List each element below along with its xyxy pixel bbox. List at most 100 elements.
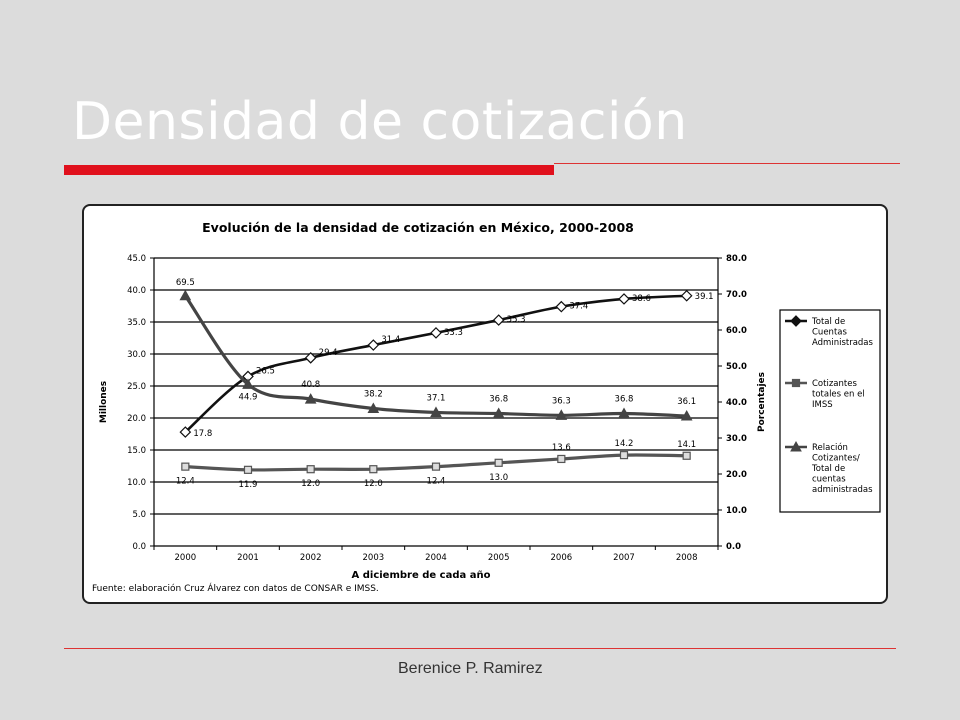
legend-label-cuentas: Cuentas bbox=[812, 328, 847, 338]
chart-source-note: Fuente: elaboración Cruz Álvarez con dat… bbox=[92, 584, 379, 594]
data-label-cuentas-2008: 39.1 bbox=[695, 292, 714, 302]
point-cotizantes-2003 bbox=[369, 465, 378, 474]
x-tick-label: 2001 bbox=[237, 553, 259, 563]
x-axis-label: A diciembre de cada año bbox=[352, 570, 491, 581]
point-relacion-2006 bbox=[555, 409, 568, 420]
x-tick-label: 2007 bbox=[613, 553, 635, 563]
legend-label-cuentas: Total de bbox=[811, 317, 845, 327]
data-label-relacion-2005: 36.8 bbox=[489, 395, 508, 405]
x-tick-label: 2000 bbox=[175, 553, 197, 563]
y2-tick-label: 80.0 bbox=[726, 254, 747, 264]
data-label-cotizantes-2005: 13.0 bbox=[489, 473, 508, 483]
legend-label-relacion: Cotizantes/ bbox=[812, 454, 860, 464]
data-label-cotizantes-2002: 12.0 bbox=[301, 479, 320, 489]
x-tick-label: 2006 bbox=[551, 553, 573, 563]
data-label-cuentas-2001: 26.5 bbox=[256, 366, 275, 376]
x-tick-label: 2003 bbox=[363, 553, 385, 563]
legend-label-cotizantes: totales en el bbox=[812, 390, 865, 400]
chart-card: Evolución de la densidad de cotización e… bbox=[82, 204, 888, 604]
data-label-cotizantes-2008: 14.1 bbox=[677, 440, 696, 450]
y-tick-label: 45.0 bbox=[127, 254, 146, 264]
data-label-relacion-2002: 40.8 bbox=[301, 380, 320, 390]
x-tick-label: 2005 bbox=[488, 553, 510, 563]
legend-label-relacion: cuentas bbox=[812, 475, 846, 485]
legend-label-relacion: Total de bbox=[811, 464, 845, 474]
data-label-cuentas-2006: 37.4 bbox=[569, 302, 588, 312]
data-label-cotizantes-2001: 11.9 bbox=[239, 480, 258, 490]
point-relacion-2003 bbox=[367, 402, 380, 413]
point-relacion-2001 bbox=[242, 378, 254, 389]
y2-tick-label: 40.0 bbox=[726, 398, 747, 408]
point-relacion-2005 bbox=[492, 407, 505, 419]
data-label-cuentas-2002: 29.4 bbox=[319, 348, 338, 358]
point-cuentas-2006 bbox=[555, 300, 568, 313]
x-tick-label: 2004 bbox=[425, 553, 447, 563]
point-cuentas-2007 bbox=[618, 293, 630, 305]
point-cotizantes-2000 bbox=[181, 462, 190, 471]
data-label-relacion-2003: 38.2 bbox=[364, 389, 383, 399]
y-tick-label: 20.0 bbox=[127, 414, 146, 424]
data-label-relacion-2001: 44.9 bbox=[239, 392, 258, 402]
point-relacion-2008 bbox=[680, 410, 693, 421]
y-tick-label: 35.0 bbox=[127, 318, 146, 328]
legend-label-cuentas: Administradas bbox=[812, 338, 874, 348]
y2-tick-label: 10.0 bbox=[726, 506, 747, 516]
data-label-relacion-2007: 36.8 bbox=[615, 395, 634, 405]
point-cuentas-2002 bbox=[304, 351, 317, 364]
legend-box bbox=[779, 309, 881, 513]
x-tick-label: 2008 bbox=[676, 553, 698, 563]
y2-tick-label: 30.0 bbox=[726, 434, 747, 444]
y2-axis-label: Porcentajes bbox=[757, 372, 767, 432]
point-cuentas-2000 bbox=[179, 426, 192, 438]
data-label-cuentas-2004: 33.3 bbox=[444, 328, 463, 338]
legend-label-cotizantes: IMSS bbox=[812, 400, 833, 410]
y-tick-label: 10.0 bbox=[127, 478, 146, 488]
point-relacion-2004 bbox=[430, 406, 442, 417]
y-axis-label: Millones bbox=[99, 381, 109, 423]
data-label-cuentas-2000: 17.8 bbox=[193, 429, 212, 439]
legend-marker-cuentas bbox=[790, 315, 802, 327]
x-tick-label: 2002 bbox=[300, 553, 322, 563]
data-label-cotizantes-2007: 14.2 bbox=[615, 439, 634, 449]
y2-tick-label: 0.0 bbox=[726, 542, 741, 552]
point-relacion-2002 bbox=[304, 393, 317, 404]
point-cotizantes-2004 bbox=[431, 462, 441, 471]
legend-label-cotizantes: Cotizantes bbox=[812, 379, 857, 389]
data-label-cotizantes-2003: 12.0 bbox=[364, 479, 383, 489]
point-relacion-2000 bbox=[179, 289, 192, 301]
legend-marker-cotizantes bbox=[791, 378, 801, 388]
y-tick-label: 30.0 bbox=[127, 350, 146, 360]
point-cotizantes-2007 bbox=[619, 451, 629, 460]
data-label-cotizantes-2006: 13.6 bbox=[552, 443, 571, 453]
y2-tick-label: 20.0 bbox=[726, 470, 747, 480]
y-tick-label: 15.0 bbox=[127, 446, 146, 456]
y-tick-label: 0.0 bbox=[132, 542, 146, 552]
footer-divider bbox=[64, 648, 896, 649]
legend-marker-relacion bbox=[790, 440, 802, 452]
point-cotizantes-2006 bbox=[557, 454, 566, 464]
chart-title: Evolución de la densidad de cotización e… bbox=[202, 220, 634, 235]
data-label-cuentas-2007: 38.6 bbox=[632, 294, 651, 304]
point-cotizantes-2008 bbox=[682, 451, 691, 460]
point-cotizantes-2001 bbox=[243, 465, 253, 474]
legend-label-relacion: administradas bbox=[812, 485, 873, 495]
data-label-cotizantes-2004: 12.4 bbox=[427, 477, 446, 487]
y2-tick-label: 70.0 bbox=[726, 290, 747, 300]
y-tick-label: 40.0 bbox=[127, 286, 146, 296]
title-accent-bar bbox=[64, 165, 554, 175]
slide-footer: Berenice P. Ramirez bbox=[398, 660, 543, 677]
y2-tick-label: 60.0 bbox=[726, 326, 747, 336]
point-cuentas-2008 bbox=[680, 289, 693, 302]
point-cotizantes-2002 bbox=[306, 465, 315, 474]
data-label-relacion-2006: 36.3 bbox=[552, 396, 571, 406]
density-chart: Evolución de la densidad de cotización e… bbox=[99, 220, 881, 581]
point-cuentas-2004 bbox=[430, 327, 442, 339]
point-relacion-2007 bbox=[618, 407, 630, 419]
legend-label-relacion: Relación bbox=[812, 442, 848, 453]
point-cuentas-2005 bbox=[492, 314, 505, 326]
point-cotizantes-2005 bbox=[494, 458, 503, 467]
data-label-relacion-2000: 69.5 bbox=[176, 278, 195, 288]
data-label-cuentas-2003: 31.4 bbox=[381, 335, 400, 345]
point-cuentas-2003 bbox=[367, 339, 380, 351]
data-label-relacion-2004: 37.1 bbox=[427, 393, 446, 403]
